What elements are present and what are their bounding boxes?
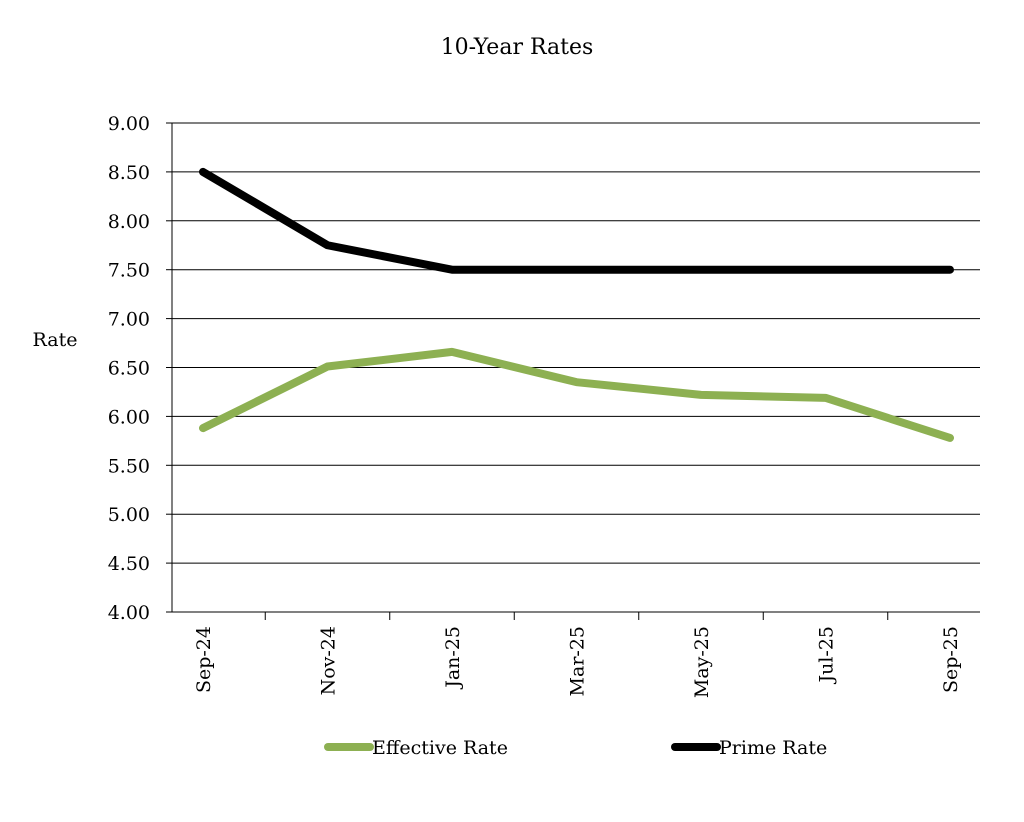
x-tick-label: Mar-25 [567, 626, 589, 696]
y-tick-label: 4.50 [108, 553, 150, 575]
y-tick-label: 7.50 [108, 260, 150, 282]
series-line-0 [199, 347, 954, 442]
x-tick-label: Jan-25 [442, 626, 464, 690]
chart-title: 10-Year Rates [441, 35, 594, 60]
x-tick-label: May-25 [691, 626, 713, 698]
y-tick-label: 8.00 [108, 211, 150, 233]
y-axis-label: Rate [33, 329, 78, 351]
y-tick-label: 6.50 [108, 358, 150, 380]
y-tick-label: 6.00 [108, 406, 150, 428]
x-tick-label: Jul-25 [816, 626, 838, 685]
legend-label: Effective Rate [372, 737, 508, 759]
gridlines [166, 122, 980, 613]
y-tick-label: 7.00 [108, 309, 150, 331]
legend: Effective Rate Prime Rate [324, 737, 827, 759]
y-tick-label: 5.00 [108, 504, 150, 526]
x-tick-label: Sep-25 [940, 626, 962, 693]
series-lines [199, 167, 954, 442]
y-tick-label: 9.00 [108, 113, 150, 135]
y-tick-label: 4.00 [108, 602, 150, 624]
y-tick-label: 5.50 [108, 455, 150, 477]
x-tick-label: Nov-24 [318, 626, 340, 695]
x-axis: Sep-24 Nov-24 Jan-25 Mar-25 May-25 Jul-25 Sep-… [171, 123, 980, 698]
series-line-1 [199, 167, 954, 274]
y-tick-labels: 4.00 4.50 5.00 5.50 6.00 6.50 7.00 7.50 8.00 8.50… [108, 113, 150, 624]
x-tick-label: Sep-24 [193, 626, 215, 693]
y-tick-label: 8.50 [108, 162, 150, 184]
legend-label: Prime Rate [719, 737, 827, 759]
